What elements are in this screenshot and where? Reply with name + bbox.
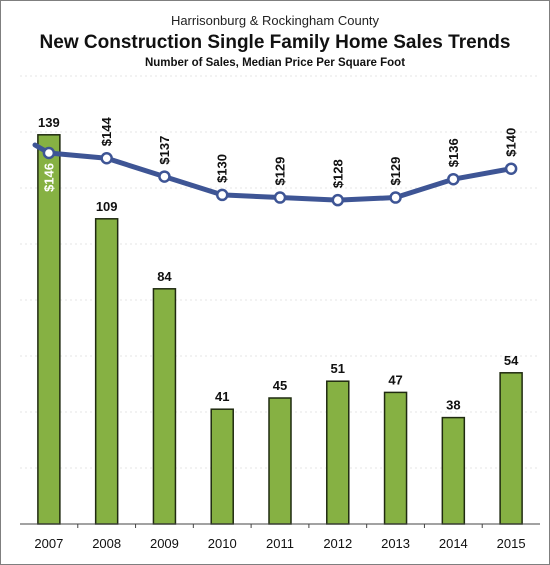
price-label-2015: $140 [504, 128, 519, 157]
bar-label-2012: 51 [331, 361, 345, 376]
price-point-2007 [42, 146, 56, 160]
bar-2011 [268, 397, 292, 525]
price-point-2014 [447, 172, 460, 186]
price-label-2012: $128 [330, 159, 345, 188]
x-tick-label-2012: 2012 [323, 536, 352, 551]
bar-2013 [383, 391, 408, 525]
price-label-2008: $144 [99, 117, 114, 147]
bar-2015 [499, 372, 523, 525]
bar-2010 [210, 408, 234, 525]
bar-label-2013: 47 [388, 372, 402, 387]
chart-title: New Construction Single Family Home Sale… [39, 32, 511, 53]
chart-subtitle: Number of Sales, Median Price Per Square… [144, 57, 406, 69]
price-label-2009: $137 [157, 136, 172, 165]
price-point-2011 [273, 191, 287, 204]
x-tick-label-2013: 2013 [381, 536, 410, 551]
bar-2012 [326, 380, 350, 525]
price-point-2008 [100, 151, 113, 165]
bar-2014 [441, 416, 466, 525]
bar-label-2010: 41 [215, 389, 229, 404]
bar-label-2009: 84 [157, 269, 172, 284]
price-label-2014: $136 [446, 138, 461, 167]
chart-supertitle: Harrisonburg & Rockingham County [170, 13, 380, 28]
price-point-2010 [215, 188, 229, 202]
price-point-2012 [331, 193, 345, 207]
price-point-2015 [504, 162, 518, 175]
x-tick-label-2014: 2014 [439, 536, 468, 551]
bar-label-2014: 38 [446, 398, 460, 413]
x-tick-label-2010: 2010 [208, 536, 237, 551]
bar-label-2007: 139 [38, 115, 60, 130]
x-tick-label-2007: 2007 [34, 536, 63, 551]
price-series-line [32, 142, 514, 203]
x-tick-label-2008: 2008 [92, 536, 121, 551]
bar-2008 [94, 218, 119, 525]
x-tick-label-2011: 2011 [266, 536, 294, 551]
bar-2007 [37, 134, 61, 525]
price-label-2007: $146 [41, 163, 56, 192]
bar-label-2011: 45 [273, 378, 287, 393]
x-tick-label-2015: 2015 [497, 536, 526, 551]
price-label-2011: $129 [273, 157, 288, 186]
price-point-2009 [158, 170, 171, 183]
price-label-2013: $129 [388, 157, 403, 186]
bar-2009 [152, 288, 177, 525]
price-label-2010: $130 [215, 154, 230, 183]
bar-label-2015: 54 [504, 353, 519, 368]
price-point-2013 [389, 191, 402, 204]
bar-label-2008: 109 [96, 199, 118, 214]
x-tick-label-2009: 2009 [150, 536, 179, 551]
